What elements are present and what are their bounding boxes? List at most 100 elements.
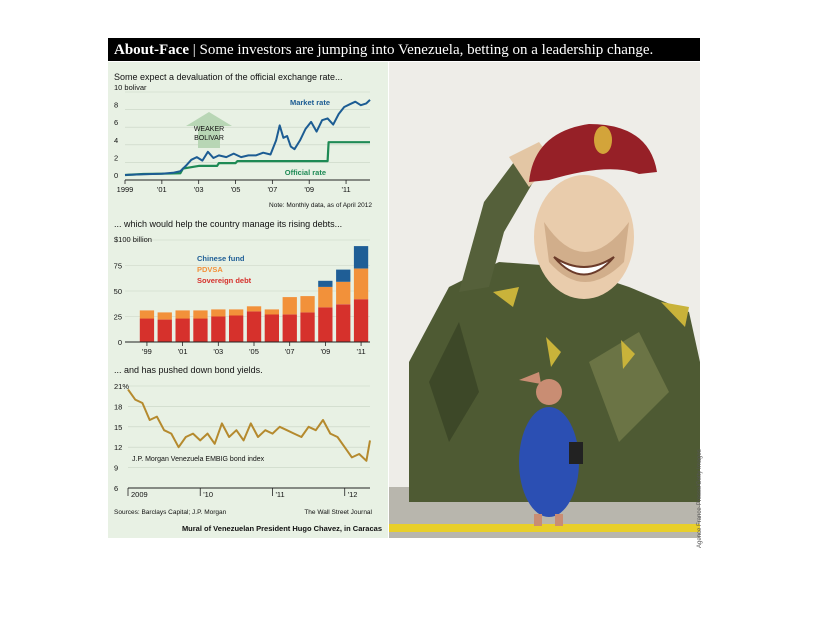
weaker-bolivar-arrow — [186, 112, 232, 148]
chart1-note: Note: Monthly data, as of April 2012 — [269, 202, 372, 209]
chart2-xtick-label: '11 — [356, 347, 365, 356]
woman-leg-left — [534, 514, 542, 526]
sovereign-debt-bar — [193, 318, 208, 342]
pdvsa-bar — [175, 310, 190, 319]
pdvsa-bar — [318, 286, 333, 308]
chart1-ytick-label: 6 — [114, 118, 118, 127]
pdvsa-bar — [282, 297, 297, 315]
woman-leg-right — [555, 514, 563, 526]
collar-insignia-left — [546, 337, 561, 367]
chart3-ytick-label: 12 — [114, 443, 122, 452]
chart2-xtick-label: '09 — [320, 347, 330, 356]
chart3-xtick-label: '10 — [203, 490, 213, 499]
chart2-xtick-label: '01 — [178, 347, 188, 356]
chinese-fund-bar — [353, 246, 369, 269]
header-title: About-Face — [114, 42, 189, 58]
publisher-text: The Wall Street Journal — [304, 509, 372, 516]
pdvsa-bar — [157, 312, 172, 320]
sources-text: Sources: Barclays Capital; J.P. Morgan — [114, 509, 227, 516]
chavez-mural-photo — [389, 62, 700, 538]
chart1-ytick-label: 8 — [114, 101, 118, 110]
chart1-xtick-label: 1999 — [117, 185, 134, 194]
pdvsa-bar — [300, 296, 315, 313]
legend-sovereign-debt: Sovereign debt — [197, 276, 252, 285]
sovereign-debt-bar — [264, 314, 279, 342]
woman-handbag — [569, 442, 583, 464]
chart1-ytick-label: 10 bolivar — [114, 83, 147, 92]
sovereign-debt-bar — [318, 307, 333, 342]
chart3-ytick-label: 21% — [114, 382, 129, 391]
woman-dress — [519, 407, 579, 517]
chart1-xtick-label: '11 — [341, 185, 350, 194]
sovereign-debt-bar — [211, 316, 226, 342]
chart3-xtick-label: '11 — [275, 490, 284, 499]
chart2-xtick-label: '05 — [249, 347, 259, 356]
chinese-fund-bar — [318, 280, 333, 287]
market-rate-label: Market rate — [290, 98, 330, 107]
pdvsa-bar — [211, 309, 226, 317]
beret-badge — [594, 126, 612, 154]
sovereign-debt-bar — [336, 304, 351, 342]
bond-yield-line — [127, 388, 371, 462]
uniform-highlight — [589, 332, 669, 442]
market-rate-line — [124, 99, 371, 176]
sovereign-debt-bar — [300, 312, 315, 342]
bond-index-label: J.P. Morgan Venezuela EMBIG bond index — [132, 456, 265, 463]
chart1-annotation-line1: WEAKER — [194, 126, 224, 133]
uniform-shade — [429, 322, 479, 442]
chart1-xtick-label: '07 — [267, 185, 277, 194]
pdvsa-bar — [229, 309, 244, 316]
chart3-xtick-label: 2009 — [131, 490, 148, 499]
chart1-xtick-label: '05 — [231, 185, 241, 194]
header-separator: | — [189, 42, 200, 58]
sovereign-debt-bar — [282, 314, 297, 342]
woman-head — [536, 379, 562, 405]
chart2-ytick-label: $100 billion — [114, 235, 152, 244]
epaulette-left — [493, 287, 519, 307]
red-beret — [529, 124, 657, 182]
chart3-ytick-label: 15 — [114, 423, 122, 432]
pdvsa-bar — [246, 306, 262, 312]
chart1-title: Some expect a devaluation of the officia… — [114, 72, 342, 82]
sovereign-debt-bar — [353, 299, 369, 342]
chart2-xtick-label: '99 — [142, 347, 152, 356]
chart2-ytick-label: 25 — [114, 313, 122, 322]
chart1-xtick-label: '03 — [194, 185, 204, 194]
sovereign-debt-bar — [139, 318, 155, 342]
sovereign-debt-bar — [175, 318, 190, 342]
pdvsa-bar — [264, 309, 279, 315]
graphic-header: About-Face | Some investors are jumping … — [108, 38, 700, 61]
sovereign-debt-bar — [229, 315, 244, 342]
chart3-xtick-label: '12 — [348, 490, 358, 499]
sovereign-debt-bar — [157, 319, 172, 342]
chart2-ytick-label: 0 — [118, 338, 122, 347]
chart3-ytick-label: 18 — [114, 402, 122, 411]
woman-raised-arm — [519, 372, 541, 384]
chart1-ytick-label: 4 — [114, 136, 118, 145]
curb-stripe — [389, 524, 700, 532]
legend-chinese-fund: Chinese fund — [197, 254, 245, 263]
header-subtitle: Some investors are jumping into Venezuel… — [199, 42, 654, 58]
chart3-ytick-label: 6 — [114, 484, 118, 493]
saluting-arm — [459, 162, 539, 292]
chart1-ytick-label: 2 — [114, 153, 118, 162]
chart2-ytick-label: 75 — [114, 262, 122, 271]
chart3-ytick-label: 9 — [114, 464, 118, 473]
smile — [553, 256, 615, 276]
chart3-title: ... and has pushed down bond yields. — [114, 365, 263, 375]
epaulette-right — [661, 302, 689, 327]
chart2-xtick-label: '07 — [285, 347, 295, 356]
chart1-annotation-line2: BOLIVAR — [194, 135, 224, 142]
chart1-xtick-label: '01 — [157, 185, 167, 194]
collar-insignia-right — [621, 340, 635, 369]
chart2-xtick-label: '03 — [213, 347, 223, 356]
mural-illustration — [389, 62, 700, 538]
chart1-ytick-label: 0 — [114, 171, 118, 180]
chart2-title: ... which would help the country manage … — [114, 219, 342, 229]
official-rate-label: Official rate — [285, 168, 326, 177]
pdvsa-bar — [353, 268, 369, 300]
pdvsa-bar — [139, 310, 155, 319]
legend-pdvsa: PDVSA — [197, 265, 223, 274]
official-rate-line — [124, 141, 370, 177]
